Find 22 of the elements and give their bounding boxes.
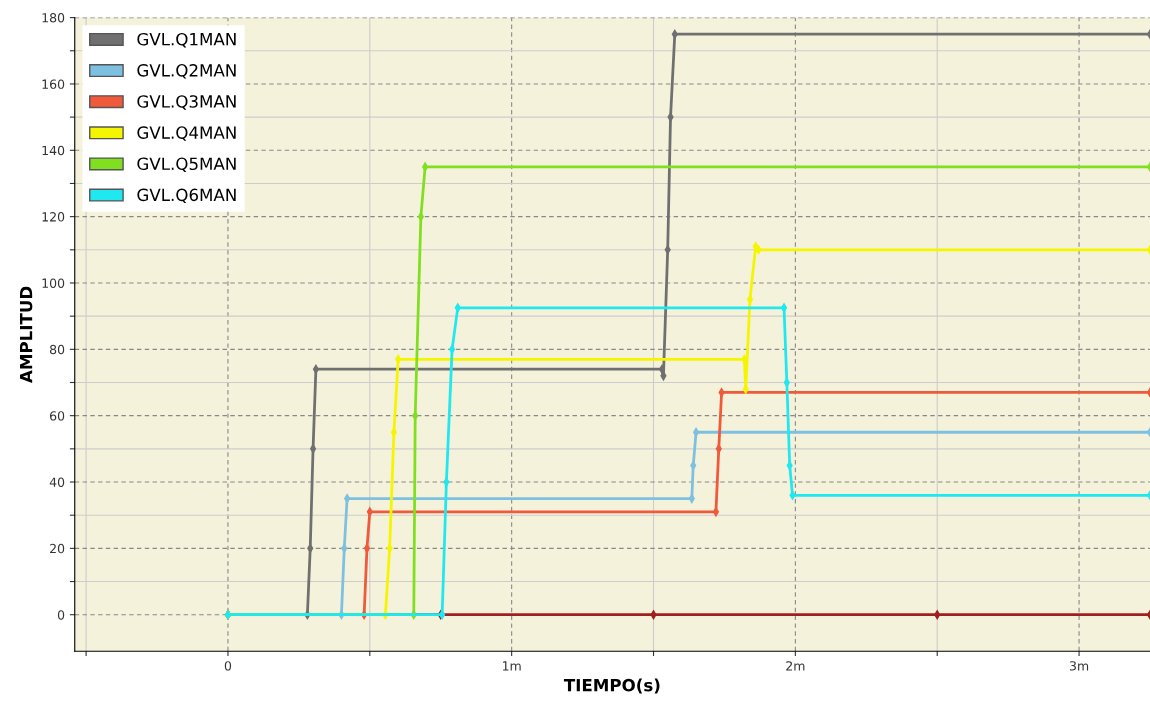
x-tick-label: 0 [224,661,232,671]
legend-label: GVL.Q3MAN [137,95,236,110]
y-axis-title: AMPLITUD [20,286,33,383]
y-tick-label: 40 [49,477,65,487]
legend-label: GVL.Q4MAN [137,126,236,141]
legend-label: GVL.Q2MAN [137,64,236,79]
x-tick-label: 3m [1069,661,1089,671]
y-tick-label: 80 [49,344,65,355]
y-tick-label: 20 [50,543,65,554]
y-tick-label: 140 [42,145,65,156]
x-axis-title: TIEMPO(s) [563,678,660,694]
y-tick-label: 100 [42,278,65,288]
y-tick-label: 160 [42,79,65,89]
legend-label: GVL.Q6MAN [137,188,236,204]
y-tick-label: 60 [49,411,65,421]
x-tick-label: 1m [502,661,521,671]
y-tick-label: 180 [42,13,65,23]
y-tick-label: 0 [57,610,65,620]
x-tick-label: 2m [786,661,805,671]
legend-label: GVL.Q1MAN [137,32,236,48]
legend-label: GVL.Q5MAN [137,157,236,172]
y-tick-label: 120 [42,212,65,222]
